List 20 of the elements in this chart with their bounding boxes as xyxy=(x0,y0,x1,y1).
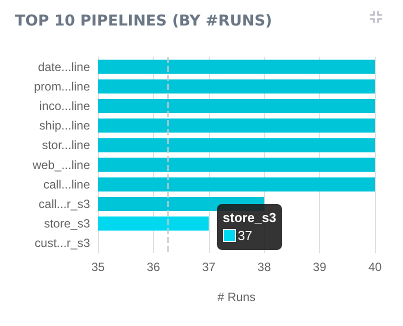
y-tick-label: call...line xyxy=(43,177,90,192)
annotation: 37 xyxy=(238,226,252,245)
y-tick-label: inco...line xyxy=(39,99,90,113)
x-tick-label: 38 xyxy=(258,260,272,274)
y-tick-label: call...r_s3 xyxy=(38,197,90,211)
y-tick-label: date...line xyxy=(38,60,90,74)
chart-title: TOP 10 PIPELINES (BY #RUNS) xyxy=(15,12,272,30)
y-tick-label: web_...line xyxy=(32,158,90,172)
y-tick-label: cust...r_s3 xyxy=(34,236,90,250)
y-tick-label: prom...line xyxy=(34,79,90,94)
x-tick-label: 39 xyxy=(312,260,327,274)
x-axis-title: # Runs xyxy=(217,290,256,304)
x-tick-label: 35 xyxy=(91,260,105,274)
x-tick-label: 36 xyxy=(146,260,160,274)
x-tick-label: 40 xyxy=(368,260,382,274)
x-tick-label: 37 xyxy=(202,260,216,274)
y-tick-label: store_s3 xyxy=(44,216,90,231)
y-tick-label: ship...line xyxy=(39,118,90,133)
annotation: store_s3 xyxy=(222,208,276,227)
y-tick-label: stor...line xyxy=(42,138,90,152)
